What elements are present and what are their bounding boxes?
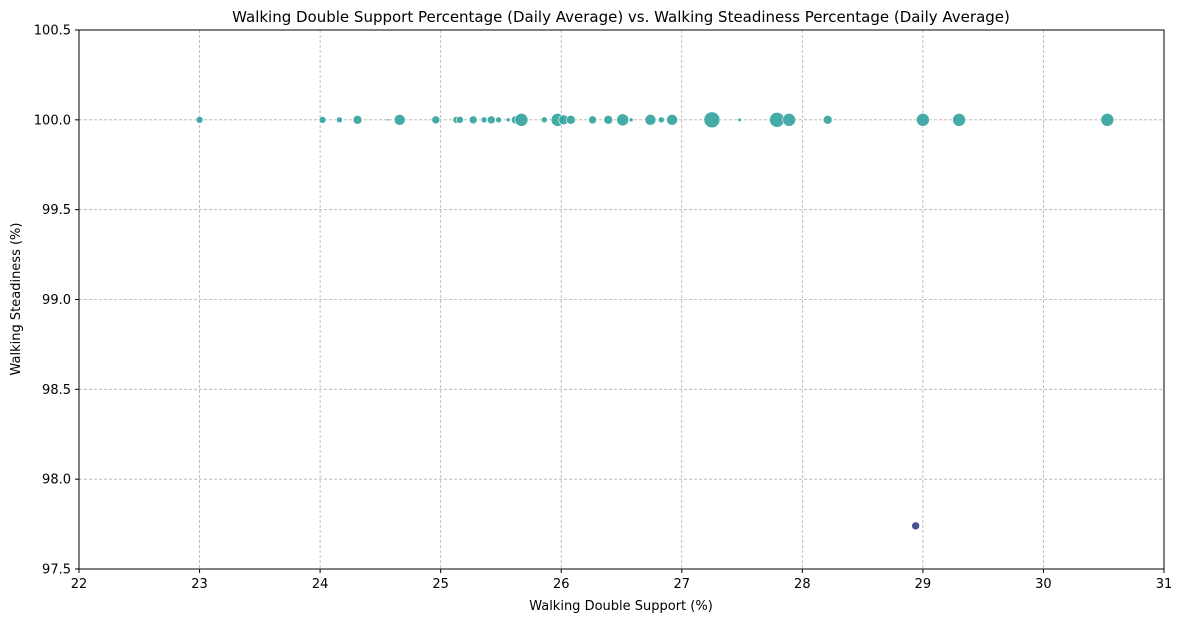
data-point [393, 114, 406, 126]
x-axis-label: Walking Double Support (%) [529, 599, 713, 614]
data-point [616, 113, 630, 127]
y-tick-label: 99.5 [42, 203, 71, 218]
data-point [386, 118, 390, 122]
data-point [737, 117, 742, 122]
data-point [566, 115, 576, 125]
chart-title: Walking Double Support Percentage (Daily… [232, 8, 1010, 26]
x-axis-ticks: 22 23 24 25 26 27 28 29 30 31 [71, 569, 1173, 592]
data-point [431, 115, 441, 125]
x-tick-label: 23 [191, 577, 208, 592]
y-axis-label: Walking Steadiness (%) [9, 223, 24, 376]
x-tick-label: 22 [71, 577, 88, 592]
grid [78, 29, 1165, 570]
data-points [195, 111, 1115, 531]
data-point [541, 116, 548, 124]
y-tick-label: 98.5 [42, 383, 71, 398]
data-point [769, 112, 785, 128]
data-point [628, 117, 634, 123]
data-point [495, 116, 502, 124]
x-tick-label: 27 [674, 577, 691, 592]
data-point [657, 116, 665, 124]
data-point [514, 113, 529, 127]
y-tick-label: 99.0 [42, 293, 71, 308]
y-axis-ticks: 97.5 98.0 98.5 99.0 99.5 100.0 100.5 [34, 24, 79, 578]
x-tick-label: 30 [1035, 577, 1052, 592]
data-point [468, 115, 478, 125]
data-point [916, 113, 930, 127]
data-point [352, 115, 363, 125]
data-point [486, 115, 496, 125]
data-point [505, 117, 511, 123]
data-point [1100, 113, 1115, 127]
data-point [822, 115, 833, 125]
x-tick-label: 28 [794, 577, 811, 592]
data-point [336, 116, 343, 124]
data-point [588, 115, 597, 125]
x-tick-label: 25 [432, 577, 449, 592]
data-point [195, 116, 204, 124]
x-tick-label: 24 [312, 577, 329, 592]
data-point [480, 116, 488, 124]
x-tick-label: 31 [1156, 577, 1173, 592]
data-point [456, 116, 464, 124]
data-point [782, 113, 796, 127]
data-point [666, 114, 678, 126]
data-point [603, 115, 614, 125]
y-tick-label: 98.0 [42, 473, 71, 488]
data-point [911, 521, 920, 531]
data-point [952, 113, 966, 127]
data-point [318, 116, 327, 124]
x-tick-label: 26 [553, 577, 570, 592]
data-point [644, 114, 657, 126]
data-point [703, 111, 721, 129]
y-tick-label: 100.5 [34, 24, 71, 39]
y-tick-label: 100.0 [34, 113, 71, 128]
y-tick-label: 97.5 [42, 563, 71, 578]
x-tick-label: 29 [915, 577, 932, 592]
